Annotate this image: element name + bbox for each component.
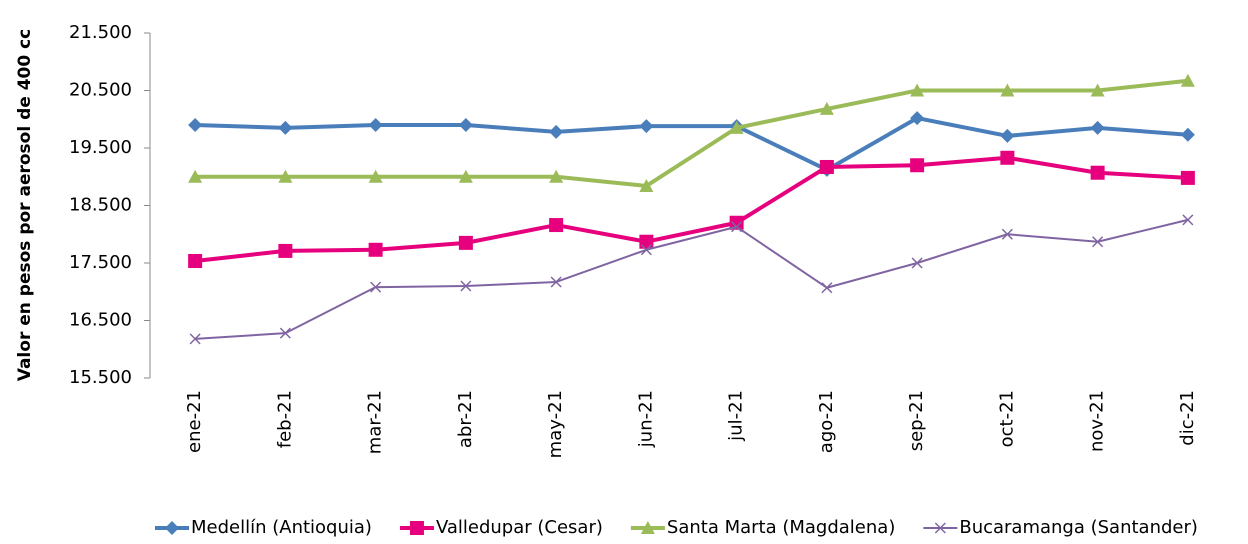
x-tick-label: ago-21 [816,390,837,453]
marker [549,124,564,139]
legend-item: Medellín (Antioquia) [155,517,372,538]
marker [188,253,203,268]
x-tick-label: dic-21 [1177,390,1198,446]
marker [1090,120,1105,135]
y-tick-label: 19.500 [69,137,132,158]
legend-label: Valledupar (Cesar) [436,517,603,538]
marker [409,521,424,535]
marker [911,257,923,269]
marker [460,280,472,292]
series-line [195,116,1189,172]
legend-item: Valledupar (Cesar) [399,517,603,538]
y-axis-label: Valor en pesos por aerosol de 400 cc [15,29,35,382]
marker [1001,228,1013,240]
marker [458,169,473,183]
marker [1180,127,1195,142]
x-tick-label: jun-21 [635,390,656,448]
x-tick-label: may-21 [545,390,566,458]
marker [458,235,473,250]
marker [549,218,564,233]
marker [458,118,473,132]
marker [640,244,652,256]
marker [1182,214,1194,226]
marker [368,169,383,183]
x-tick-label: mar-21 [365,390,386,454]
y-tick-label: 18.500 [69,195,132,216]
marker [549,169,564,183]
legend-label: Medellín (Antioquia) [191,517,372,538]
marker [934,522,946,534]
series-line [194,155,1188,263]
marker [1090,83,1105,97]
marker [910,158,925,173]
legend-item: Bucaramanga (Santander) [923,517,1198,538]
legend-item: Santa Marta (Magdalena) [630,517,895,538]
marker [165,521,179,535]
marker [1000,150,1015,165]
marker [278,243,293,258]
marker [368,118,383,132]
marker [188,169,203,183]
y-tick-label: 21.500 [69,22,132,43]
x-tick-label: sep-21 [906,390,927,451]
marker [1180,170,1195,185]
marker [910,111,925,126]
marker [640,521,655,534]
y-tick-label: 15.500 [69,367,132,388]
marker [279,327,291,339]
legend-label: Santa Marta (Magdalena) [667,517,895,538]
marker [819,101,834,115]
marker [278,120,293,135]
marker [639,178,654,192]
marker [1090,165,1105,180]
marker [188,118,203,132]
x-tick-label: feb-21 [274,390,295,448]
marker [368,242,383,257]
x-tick-label: oct-21 [996,390,1017,447]
series-line [195,218,1189,340]
marker [729,120,744,134]
x-tick-label: abr-21 [455,390,476,448]
marker [910,83,925,97]
legend-label: Bucaramanga (Santander) [959,517,1198,538]
y-tick-label: 17.500 [69,252,132,273]
marker [1092,236,1104,248]
marker [639,119,654,134]
x-tick-label: ene-21 [184,390,205,453]
marker [189,333,201,345]
series-line [195,78,1189,188]
x-tick-label: jul-21 [726,390,747,442]
y-tick-label: 20.500 [69,80,132,101]
marker [821,282,833,294]
marker [729,215,744,230]
x-tick-label: nov-21 [1087,390,1108,452]
marker [1180,73,1195,87]
marker [731,221,743,233]
y-tick-label: 16.500 [69,310,132,331]
marker [819,159,834,174]
marker [1000,128,1015,143]
marker [278,169,293,183]
marker [370,281,382,293]
marker [1000,83,1015,97]
marker [639,234,654,249]
marker [550,276,562,288]
